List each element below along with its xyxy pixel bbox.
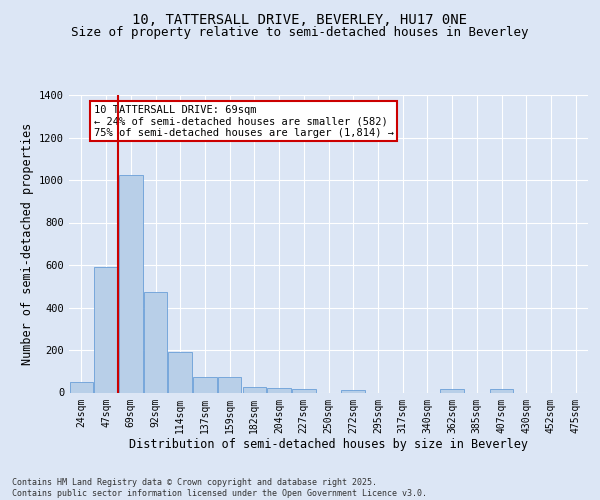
Text: 10, TATTERSALL DRIVE, BEVERLEY, HU17 0NE: 10, TATTERSALL DRIVE, BEVERLEY, HU17 0NE bbox=[133, 12, 467, 26]
Bar bbox=[292, 390, 316, 392]
Bar bbox=[70, 382, 93, 392]
X-axis label: Distribution of semi-detached houses by size in Beverley: Distribution of semi-detached houses by … bbox=[129, 438, 528, 451]
Bar bbox=[193, 376, 217, 392]
Bar bbox=[268, 388, 291, 392]
Text: Contains HM Land Registry data © Crown copyright and database right 2025.
Contai: Contains HM Land Registry data © Crown c… bbox=[12, 478, 427, 498]
Bar bbox=[94, 267, 118, 392]
Text: 10 TATTERSALL DRIVE: 69sqm
← 24% of semi-detached houses are smaller (582)
75% o: 10 TATTERSALL DRIVE: 69sqm ← 24% of semi… bbox=[94, 104, 394, 138]
Bar bbox=[440, 390, 464, 392]
Bar bbox=[144, 292, 167, 392]
Y-axis label: Number of semi-detached properties: Number of semi-detached properties bbox=[20, 122, 34, 365]
Bar bbox=[490, 390, 513, 392]
Bar bbox=[119, 174, 143, 392]
Bar bbox=[341, 390, 365, 392]
Bar bbox=[218, 376, 241, 392]
Bar bbox=[169, 352, 192, 393]
Bar bbox=[242, 387, 266, 392]
Text: Size of property relative to semi-detached houses in Beverley: Size of property relative to semi-detach… bbox=[71, 26, 529, 39]
